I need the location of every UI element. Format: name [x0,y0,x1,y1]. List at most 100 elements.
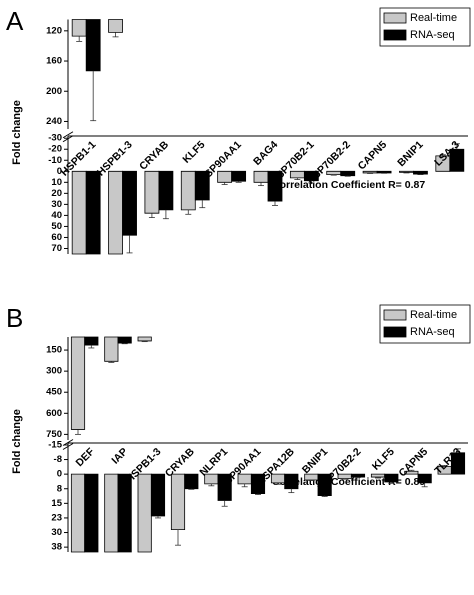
bar [417,473,432,484]
error-bar [288,488,295,494]
bar [108,19,123,255]
error-bar [126,235,133,254]
bar [340,170,356,177]
x-tick-label: CAPN5 [356,139,390,173]
error-bar [375,477,381,479]
error-bar [162,209,169,220]
y-tick-label: 600 [46,408,62,419]
bar [217,170,233,183]
error-bar [175,529,181,546]
axis-break [62,439,74,446]
error-bar [75,429,81,435]
y-tick-label: 150 [46,345,62,356]
error-bar [241,483,248,488]
bar [326,170,342,175]
y-tick-label: 120 [46,25,62,36]
bar [399,170,414,173]
bar [180,170,196,211]
bar [170,473,186,531]
bar [284,473,299,490]
x-tick-label: BAG4 [251,139,280,168]
bar [122,170,137,236]
panel-label: B [6,303,23,333]
error-bar [185,209,192,215]
error-bar [308,180,315,184]
y-tick-label: 0 [57,166,62,177]
error-bar [121,343,128,345]
bar [449,148,465,172]
bar [184,473,199,490]
bar [337,473,352,480]
error-bar [148,213,155,219]
bar [250,473,266,495]
error-bar [199,199,206,209]
bar [231,170,247,182]
y-tick-label: 450 [46,387,62,398]
bar [158,170,174,211]
error-bar [155,515,161,519]
y-tick-label: 60 [51,232,62,243]
error-bar [108,361,115,363]
y-tick-label: 750 [46,429,62,440]
error-bar [417,174,424,175]
bar [376,170,392,174]
bar [317,473,332,496]
y-tick-label: -30 [48,133,62,144]
legend-label: Real-time [410,12,457,24]
bar [144,170,160,214]
legend-swatch [383,29,407,41]
bar [303,170,319,182]
error-bar [188,488,195,490]
error-bar [455,448,461,453]
y-tick-label: 40 [51,210,62,221]
bar [267,170,283,202]
y-tick-label: 15 [51,498,62,509]
error-bar [112,32,119,38]
error-bar [441,464,448,467]
error-bar [344,175,351,177]
legend-label: Real-time [410,309,457,321]
error-bar [221,500,228,507]
x-tick-label: NLRP1 [197,446,230,479]
bar [404,470,419,475]
y-tick-label: 10 [51,177,62,188]
y-tick-label: 23 [51,512,62,523]
x-tick-label: IAP [109,446,130,467]
error-bar [341,478,348,480]
legend-swatch [383,326,407,338]
bar [85,19,101,255]
error-bar [221,182,228,185]
error-bar [421,482,428,488]
bar [70,336,86,553]
error-bar [388,481,395,484]
bar [370,473,386,478]
axis-break [62,443,74,450]
error-bar [90,70,97,122]
error-bar [367,172,374,174]
bar [71,19,87,255]
y-tick-label: 30 [51,199,62,210]
error-bar [308,479,315,481]
axis-break [62,135,74,143]
error-bar [408,469,415,472]
legend-label: RNA-seq [410,29,455,41]
bar [117,336,132,553]
error-bar [321,495,328,497]
y-tick-label: 70 [51,243,62,254]
x-tick-label: KLF5 [180,139,207,166]
error-bar [76,36,83,42]
y-tick-label: -8 [54,454,62,465]
bar [362,170,378,174]
y-tick-label: 30 [51,527,62,538]
y-tick-label: -20 [48,144,62,155]
y-tick-label: -15 [48,439,62,450]
legend-swatch [383,12,407,24]
error-bar [453,143,460,150]
error-bar [275,482,281,485]
y-tick-label: 200 [46,86,62,97]
x-tick-label: CRYAB [137,138,171,172]
bar [84,336,99,553]
x-tick-label: BNIP1 [395,139,425,169]
bar [450,452,466,475]
